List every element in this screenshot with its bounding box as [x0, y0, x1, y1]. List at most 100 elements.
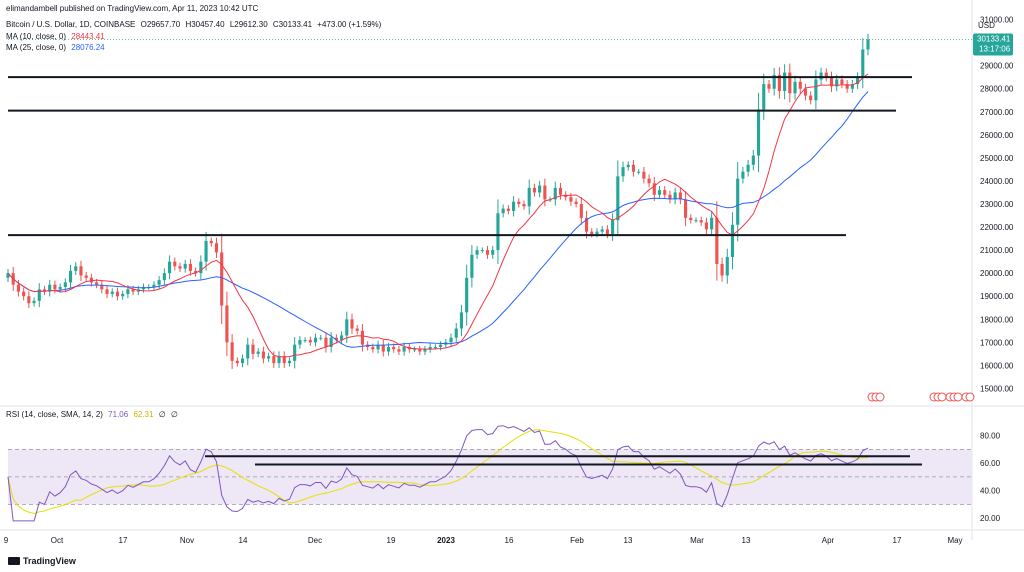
candle-body [329, 337, 333, 347]
candle-body [814, 79, 818, 101]
candle-body [861, 49, 865, 78]
rsi-ma-value: 62.31 [133, 410, 154, 419]
rsi-legend: RSI (14, close, SMA, 14, 2) 71.06 62.31 … [6, 410, 181, 420]
event-flag-icon [965, 392, 975, 402]
ohlc-change: +473.00 (+1.59%) [317, 20, 382, 29]
candle-body [58, 287, 62, 290]
candle-body [584, 217, 589, 232]
candle-body [324, 337, 328, 347]
tradingview-brand: TradingView [23, 556, 76, 566]
price-tick-label: 24000.00 [980, 177, 1014, 186]
candle-body [642, 171, 646, 179]
x-tick-label: Dec [308, 536, 322, 545]
candle-body [115, 291, 120, 297]
candle-body [506, 208, 510, 211]
ma10-legend: MA (10, close, 0) 28443.41 [6, 32, 108, 42]
candle-body [783, 72, 787, 92]
candle-body [501, 208, 505, 214]
x-tick-label: May [947, 536, 962, 545]
candle-body [699, 220, 703, 223]
ma25-value: 28076.24 [71, 43, 105, 52]
candle-body [32, 300, 36, 304]
x-tick-label: Nov [180, 536, 194, 545]
candle-body [616, 176, 620, 221]
candle-body [485, 250, 490, 255]
candle-body [402, 346, 406, 352]
candle-body [74, 266, 78, 271]
candle-body [538, 185, 542, 193]
candle-body [204, 240, 208, 262]
price-tick-label: 31000.00 [980, 16, 1014, 25]
candle-body [251, 344, 255, 354]
x-tick-label: 9 [4, 536, 9, 545]
candle-body [600, 229, 604, 232]
candle-body [79, 266, 83, 276]
candle-body [829, 77, 834, 87]
candle-body [433, 346, 437, 348]
candle-body [287, 360, 292, 364]
ohlc-high: H30457.40 [185, 20, 225, 29]
candle-body [121, 293, 125, 297]
candle-body [230, 342, 234, 361]
candle-body [710, 217, 714, 230]
candle-body [334, 337, 338, 341]
candle-body [569, 197, 573, 202]
candle-body [491, 250, 495, 255]
candle-body [53, 284, 57, 290]
candle-body [272, 356, 276, 364]
candle-body [767, 84, 771, 89]
candle-body [850, 84, 854, 89]
last-price-label: 30133.41 [977, 35, 1011, 44]
candle-body [605, 229, 609, 234]
candle-body [256, 351, 260, 354]
candle-body [678, 192, 682, 200]
candle-body [647, 178, 651, 184]
price-tick-label: 26000.00 [980, 131, 1014, 140]
candle-body [308, 340, 312, 343]
symbol-name: Bitcoin / U.S. Dollar, 1D, COINBASE [6, 20, 136, 29]
candle-body [746, 164, 750, 172]
candle-body [178, 266, 182, 269]
candle-body [37, 289, 41, 301]
candle-body [397, 349, 401, 352]
x-tick-label: 13 [742, 536, 751, 545]
candle-body [663, 190, 667, 195]
candle-body [277, 356, 281, 364]
price-tick-label: 16000.00 [980, 361, 1014, 370]
candle-body [840, 79, 844, 85]
candle-body [220, 252, 224, 306]
candle-body [68, 270, 73, 283]
candle-body [131, 289, 135, 292]
candle-body [465, 277, 469, 313]
candle-body [6, 273, 10, 278]
candle-body [866, 39, 870, 50]
candle-body [392, 346, 396, 350]
price-tick-label: 22000.00 [980, 223, 1014, 232]
candle-body [803, 88, 808, 96]
candle-body [48, 284, 52, 292]
candle-body [595, 231, 599, 234]
candle-body [162, 273, 166, 281]
candle-body [100, 284, 104, 290]
candle-body [579, 204, 583, 218]
candle-body [777, 74, 781, 92]
candle-body [532, 187, 536, 193]
candle-body [725, 257, 729, 276]
candle-body [340, 335, 344, 341]
candle-body [558, 187, 563, 195]
candle-body [282, 356, 286, 364]
candle-body [42, 289, 47, 292]
candle-body [819, 72, 823, 80]
candle-body [553, 187, 557, 200]
candle-body [527, 187, 531, 207]
x-tick-label: 2023 [437, 536, 455, 545]
x-tick-label: 19 [387, 536, 396, 545]
candle-body [470, 254, 474, 278]
x-tick-label: Oct [51, 536, 64, 545]
price-tick-label: 28000.00 [980, 85, 1014, 94]
candle-body [110, 291, 114, 294]
price-tick-label: 21000.00 [980, 246, 1014, 255]
candle-body [27, 296, 31, 304]
rsi-value: 71.06 [108, 410, 129, 419]
